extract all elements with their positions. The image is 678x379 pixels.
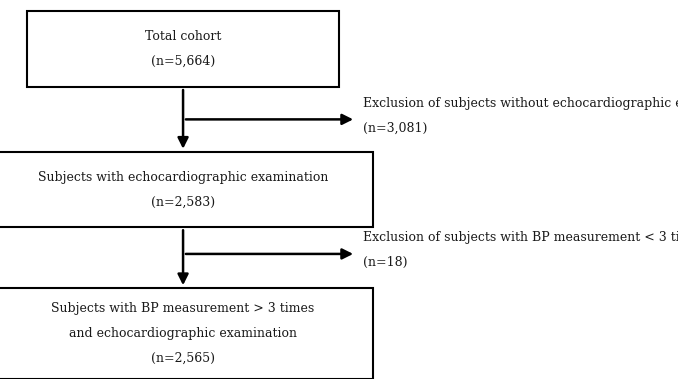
Text: (n=3,081): (n=3,081): [363, 121, 427, 135]
Text: Total cohort: Total cohort: [145, 30, 221, 44]
Text: (n=2,565): (n=2,565): [151, 352, 215, 365]
Text: and echocardiographic examination: and echocardiographic examination: [69, 327, 297, 340]
Text: Subjects with echocardiographic examination: Subjects with echocardiographic examinat…: [38, 171, 328, 184]
FancyBboxPatch shape: [0, 152, 373, 227]
FancyBboxPatch shape: [27, 11, 339, 87]
Text: (n=18): (n=18): [363, 256, 407, 269]
Text: (n=2,583): (n=2,583): [151, 195, 215, 208]
FancyBboxPatch shape: [0, 288, 373, 379]
Text: (n=5,664): (n=5,664): [151, 55, 215, 68]
Text: Exclusion of subjects without echocardiographic examination: Exclusion of subjects without echocardio…: [363, 97, 678, 110]
Text: Subjects with BP measurement > 3 times: Subjects with BP measurement > 3 times: [52, 302, 315, 315]
Text: Exclusion of subjects with BP measurement < 3 times: Exclusion of subjects with BP measuremen…: [363, 231, 678, 244]
